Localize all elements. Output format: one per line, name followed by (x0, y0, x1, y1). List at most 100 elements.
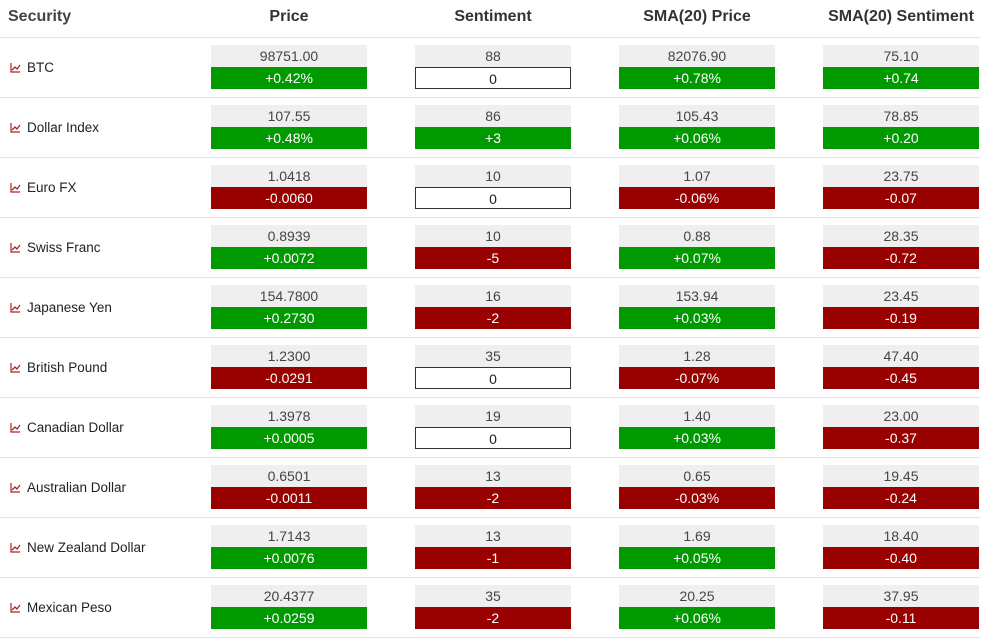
chart-line-icon[interactable] (10, 62, 21, 73)
sentiment-value: 13 (415, 465, 571, 487)
sma-price-cell: 105.43 +0.06% (619, 105, 775, 150)
sma-price-value: 1.69 (619, 525, 775, 547)
table-header: Security Price Sentiment SMA(20) Price S… (0, 0, 981, 38)
sma-price-value: 82076.90 (619, 45, 775, 67)
sma-sentiment-cell: 28.35 -0.72 (823, 225, 979, 270)
sma-sentiment-value: 18.40 (823, 525, 979, 547)
security-link[interactable]: Mexican Peso (10, 578, 112, 637)
security-name[interactable]: BTC (27, 60, 54, 75)
sma-price-cell: 153.94 +0.03% (619, 285, 775, 330)
sentiment-value: 10 (415, 225, 571, 247)
sentiment-change: -1 (415, 547, 571, 569)
table-row: Mexican Peso 20.4377 +0.0259 35 -2 20.25… (0, 578, 981, 638)
security-name[interactable]: Japanese Yen (27, 300, 112, 315)
sentiment-change: 0 (415, 187, 571, 209)
sma-price-value: 1.07 (619, 165, 775, 187)
security-link[interactable]: Euro FX (10, 158, 77, 217)
sma-price-change: +0.03% (619, 427, 775, 449)
sentiment-cell: 10 0 (415, 165, 571, 210)
price-value: 1.3978 (211, 405, 367, 427)
price-cell: 1.3978 +0.0005 (211, 405, 367, 450)
security-name[interactable]: Mexican Peso (27, 600, 112, 615)
sma-price-change: +0.05% (619, 547, 775, 569)
security-link[interactable]: Japanese Yen (10, 278, 112, 337)
sma-price-change: +0.78% (619, 67, 775, 89)
sentiment-cell: 13 -1 (415, 525, 571, 570)
price-change: +0.48% (211, 127, 367, 149)
price-cell: 154.7800 +0.2730 (211, 285, 367, 330)
security-name[interactable]: Dollar Index (27, 120, 100, 135)
security-link[interactable]: BTC (10, 38, 54, 97)
security-link[interactable]: Australian Dollar (10, 458, 126, 517)
table-row: New Zealand Dollar 1.7143 +0.0076 13 -1 … (0, 518, 981, 578)
header-price[interactable]: Price (269, 8, 309, 25)
sma-price-change: +0.06% (619, 127, 775, 149)
chart-line-icon[interactable] (10, 482, 21, 493)
sma-price-change: +0.06% (619, 607, 775, 629)
sentiment-cell: 35 0 (415, 345, 571, 390)
chart-line-icon[interactable] (10, 182, 21, 193)
sma-sentiment-change: -0.45 (823, 367, 979, 389)
sma-sentiment-value: 28.35 (823, 225, 979, 247)
price-cell: 1.7143 +0.0076 (211, 525, 367, 570)
chart-line-icon[interactable] (10, 242, 21, 253)
sma-sentiment-cell: 19.45 -0.24 (823, 465, 979, 510)
price-cell: 0.8939 +0.0072 (211, 225, 367, 270)
chart-line-icon[interactable] (10, 602, 21, 613)
price-change: +0.0072 (211, 247, 367, 269)
sma-price-value: 153.94 (619, 285, 775, 307)
sma-price-cell: 20.25 +0.06% (619, 585, 775, 630)
sma-sentiment-change: +0.74 (823, 67, 979, 89)
sentiment-value: 88 (415, 45, 571, 67)
price-cell: 1.2300 -0.0291 (211, 345, 367, 390)
price-value: 1.7143 (211, 525, 367, 547)
price-value: 98751.00 (211, 45, 367, 67)
security-name[interactable]: Australian Dollar (27, 480, 127, 495)
header-sma-price[interactable]: SMA(20) Price (643, 8, 751, 25)
sma-price-cell: 1.07 -0.06% (619, 165, 775, 210)
table-row: Dollar Index 107.55 +0.48% 86 +3 105.43 … (0, 98, 981, 158)
sma-sentiment-value: 75.10 (823, 45, 979, 67)
price-value: 0.8939 (211, 225, 367, 247)
chart-line-icon[interactable] (10, 302, 21, 313)
security-link[interactable]: New Zealand Dollar (10, 518, 146, 577)
security-name[interactable]: Euro FX (27, 180, 77, 195)
price-value: 1.0418 (211, 165, 367, 187)
sentiment-value: 10 (415, 165, 571, 187)
header-sentiment[interactable]: Sentiment (454, 8, 532, 25)
sentiment-cell: 10 -5 (415, 225, 571, 270)
security-link[interactable]: British Pound (10, 338, 107, 397)
security-name[interactable]: Canadian Dollar (27, 420, 124, 435)
sma-sentiment-cell: 18.40 -0.40 (823, 525, 979, 570)
table-body: BTC 98751.00 +0.42% 88 0 82076.90 +0.78%… (0, 38, 981, 638)
sentiment-change: +3 (415, 127, 571, 149)
sma-sentiment-change: -0.37 (823, 427, 979, 449)
header-sma-sentiment[interactable]: SMA(20) Sentiment (828, 8, 974, 25)
chart-line-icon[interactable] (10, 362, 21, 373)
sentiment-cell: 13 -2 (415, 465, 571, 510)
sma-price-change: -0.03% (619, 487, 775, 509)
sentiment-value: 16 (415, 285, 571, 307)
chart-line-icon[interactable] (10, 422, 21, 433)
sentiment-cell: 19 0 (415, 405, 571, 450)
price-value: 20.4377 (211, 585, 367, 607)
sma-price-cell: 0.65 -0.03% (619, 465, 775, 510)
security-name[interactable]: New Zealand Dollar (27, 540, 146, 555)
sentiment-value: 86 (415, 105, 571, 127)
security-link[interactable]: Canadian Dollar (10, 398, 124, 457)
security-link[interactable]: Swiss Franc (10, 218, 101, 277)
security-name[interactable]: Swiss Franc (27, 240, 101, 255)
sma-price-value: 20.25 (619, 585, 775, 607)
security-name[interactable]: British Pound (27, 360, 108, 375)
chart-line-icon[interactable] (10, 122, 21, 133)
table-row: Canadian Dollar 1.3978 +0.0005 19 0 1.40… (0, 398, 981, 458)
sma-sentiment-change: -0.07 (823, 187, 979, 209)
header-security[interactable]: Security (8, 8, 72, 25)
table-row: Swiss Franc 0.8939 +0.0072 10 -5 0.88 +0… (0, 218, 981, 278)
security-link[interactable]: Dollar Index (10, 98, 99, 157)
sma-price-value: 1.40 (619, 405, 775, 427)
sma-sentiment-change: -0.19 (823, 307, 979, 329)
sma-price-cell: 82076.90 +0.78% (619, 45, 775, 90)
sentiment-cell: 86 +3 (415, 105, 571, 150)
chart-line-icon[interactable] (10, 542, 21, 553)
